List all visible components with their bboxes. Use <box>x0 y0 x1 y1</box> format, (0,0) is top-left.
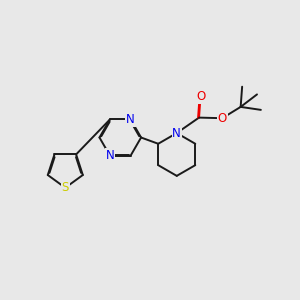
Text: N: N <box>126 113 135 126</box>
Text: O: O <box>196 90 205 103</box>
Text: N: N <box>106 149 114 162</box>
Text: N: N <box>172 127 181 140</box>
Text: S: S <box>61 181 69 194</box>
Text: O: O <box>218 112 227 125</box>
